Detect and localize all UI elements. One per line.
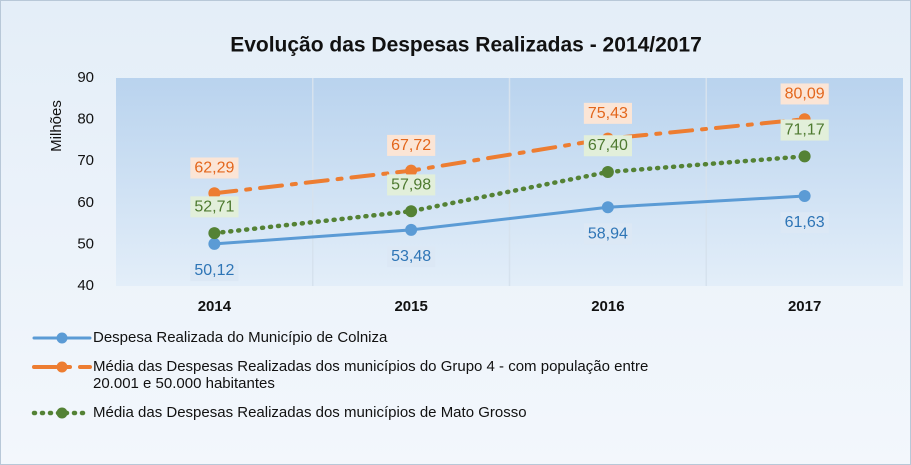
legend-label: Despesa Realizada do Município de Colniz… [93,329,388,346]
y-axis-label: Milhões [48,100,65,152]
y-tick-label: 50 [77,235,94,252]
data-label: 67,72 [387,134,436,156]
data-label: 61,63 [780,212,829,234]
point [798,150,811,163]
y-tick-label: 90 [77,69,94,86]
y-tick-label: 70 [77,152,94,169]
point [208,237,221,250]
data-label-text: 57,98 [391,176,431,193]
series-line [212,154,807,236]
data-label-text: 52,71 [194,198,234,215]
legend-label: Média das Despesas Realizadas dos municí… [93,404,527,421]
data-label-bg [190,157,239,179]
data-label-text: 67,72 [391,137,431,154]
series-line [212,194,807,246]
data-label-bg [780,212,829,234]
data-label-bg [583,223,632,245]
data-label: 75,43 [583,102,632,124]
legend: Despesa Realizada do Município de Colniz… [31,329,671,433]
series-line [212,117,807,196]
legend-marker [56,332,68,344]
legend-icon [31,407,93,419]
point [208,227,221,240]
data-label: 80,09 [780,83,829,105]
point [208,187,221,200]
data-label-bg [387,134,436,156]
x-tick-label: 2017 [788,298,821,315]
data-label-bg [387,246,436,268]
data-label: 58,94 [583,223,632,245]
y-tick-label: 60 [77,194,94,211]
data-label-bg [190,260,239,282]
legend-icon [32,332,92,344]
data-label: 52,71 [190,196,239,218]
data-label-text: 67,40 [588,137,628,154]
data-label-text: 71,17 [785,122,825,139]
data-label-bg [583,135,632,157]
legend-marker [56,361,68,373]
data-label-text: 58,94 [588,225,628,242]
x-tick-label: 2015 [394,298,427,315]
data-label-bg [780,83,829,105]
data-label-text: 80,09 [785,85,825,102]
chart-title: Evolução das Despesas Realizadas - 2014/… [230,34,702,57]
data-label: 62,29 [190,157,239,179]
data-label-bg [190,196,239,218]
data-label: 71,17 [780,119,829,141]
legend-entry: Despesa Realizada do Município de Colniz… [31,329,671,346]
data-label-bg [387,174,436,196]
data-label: 67,40 [583,135,632,157]
data-label-bg [583,102,632,124]
data-label-text: 75,43 [588,105,628,122]
legend-label: Média das Despesas Realizadas dos municí… [93,358,649,392]
data-label: 50,12 [190,260,239,282]
y-tick-label: 80 [77,111,94,128]
data-label-bg [780,119,829,141]
data-label-text: 53,48 [391,248,431,265]
x-tick-label: 2016 [591,298,624,315]
legend-marker [56,407,68,419]
data-label: 53,48 [387,246,436,268]
data-label-text: 62,29 [194,159,234,176]
data-label: 57,98 [387,174,436,196]
legend-icon [32,361,92,373]
legend-entry: Média das Despesas Realizadas dos municí… [31,358,671,392]
x-tick-label: 2014 [198,298,232,315]
point [405,205,418,218]
point [601,166,614,179]
point [405,164,418,177]
legend-entry: Média das Despesas Realizadas dos municí… [31,404,671,421]
point [798,190,811,203]
point [405,223,418,236]
point [601,201,614,214]
data-label-text: 50,12 [194,262,234,279]
y-tick-label: 40 [77,277,94,294]
data-label-text: 61,63 [785,214,825,231]
